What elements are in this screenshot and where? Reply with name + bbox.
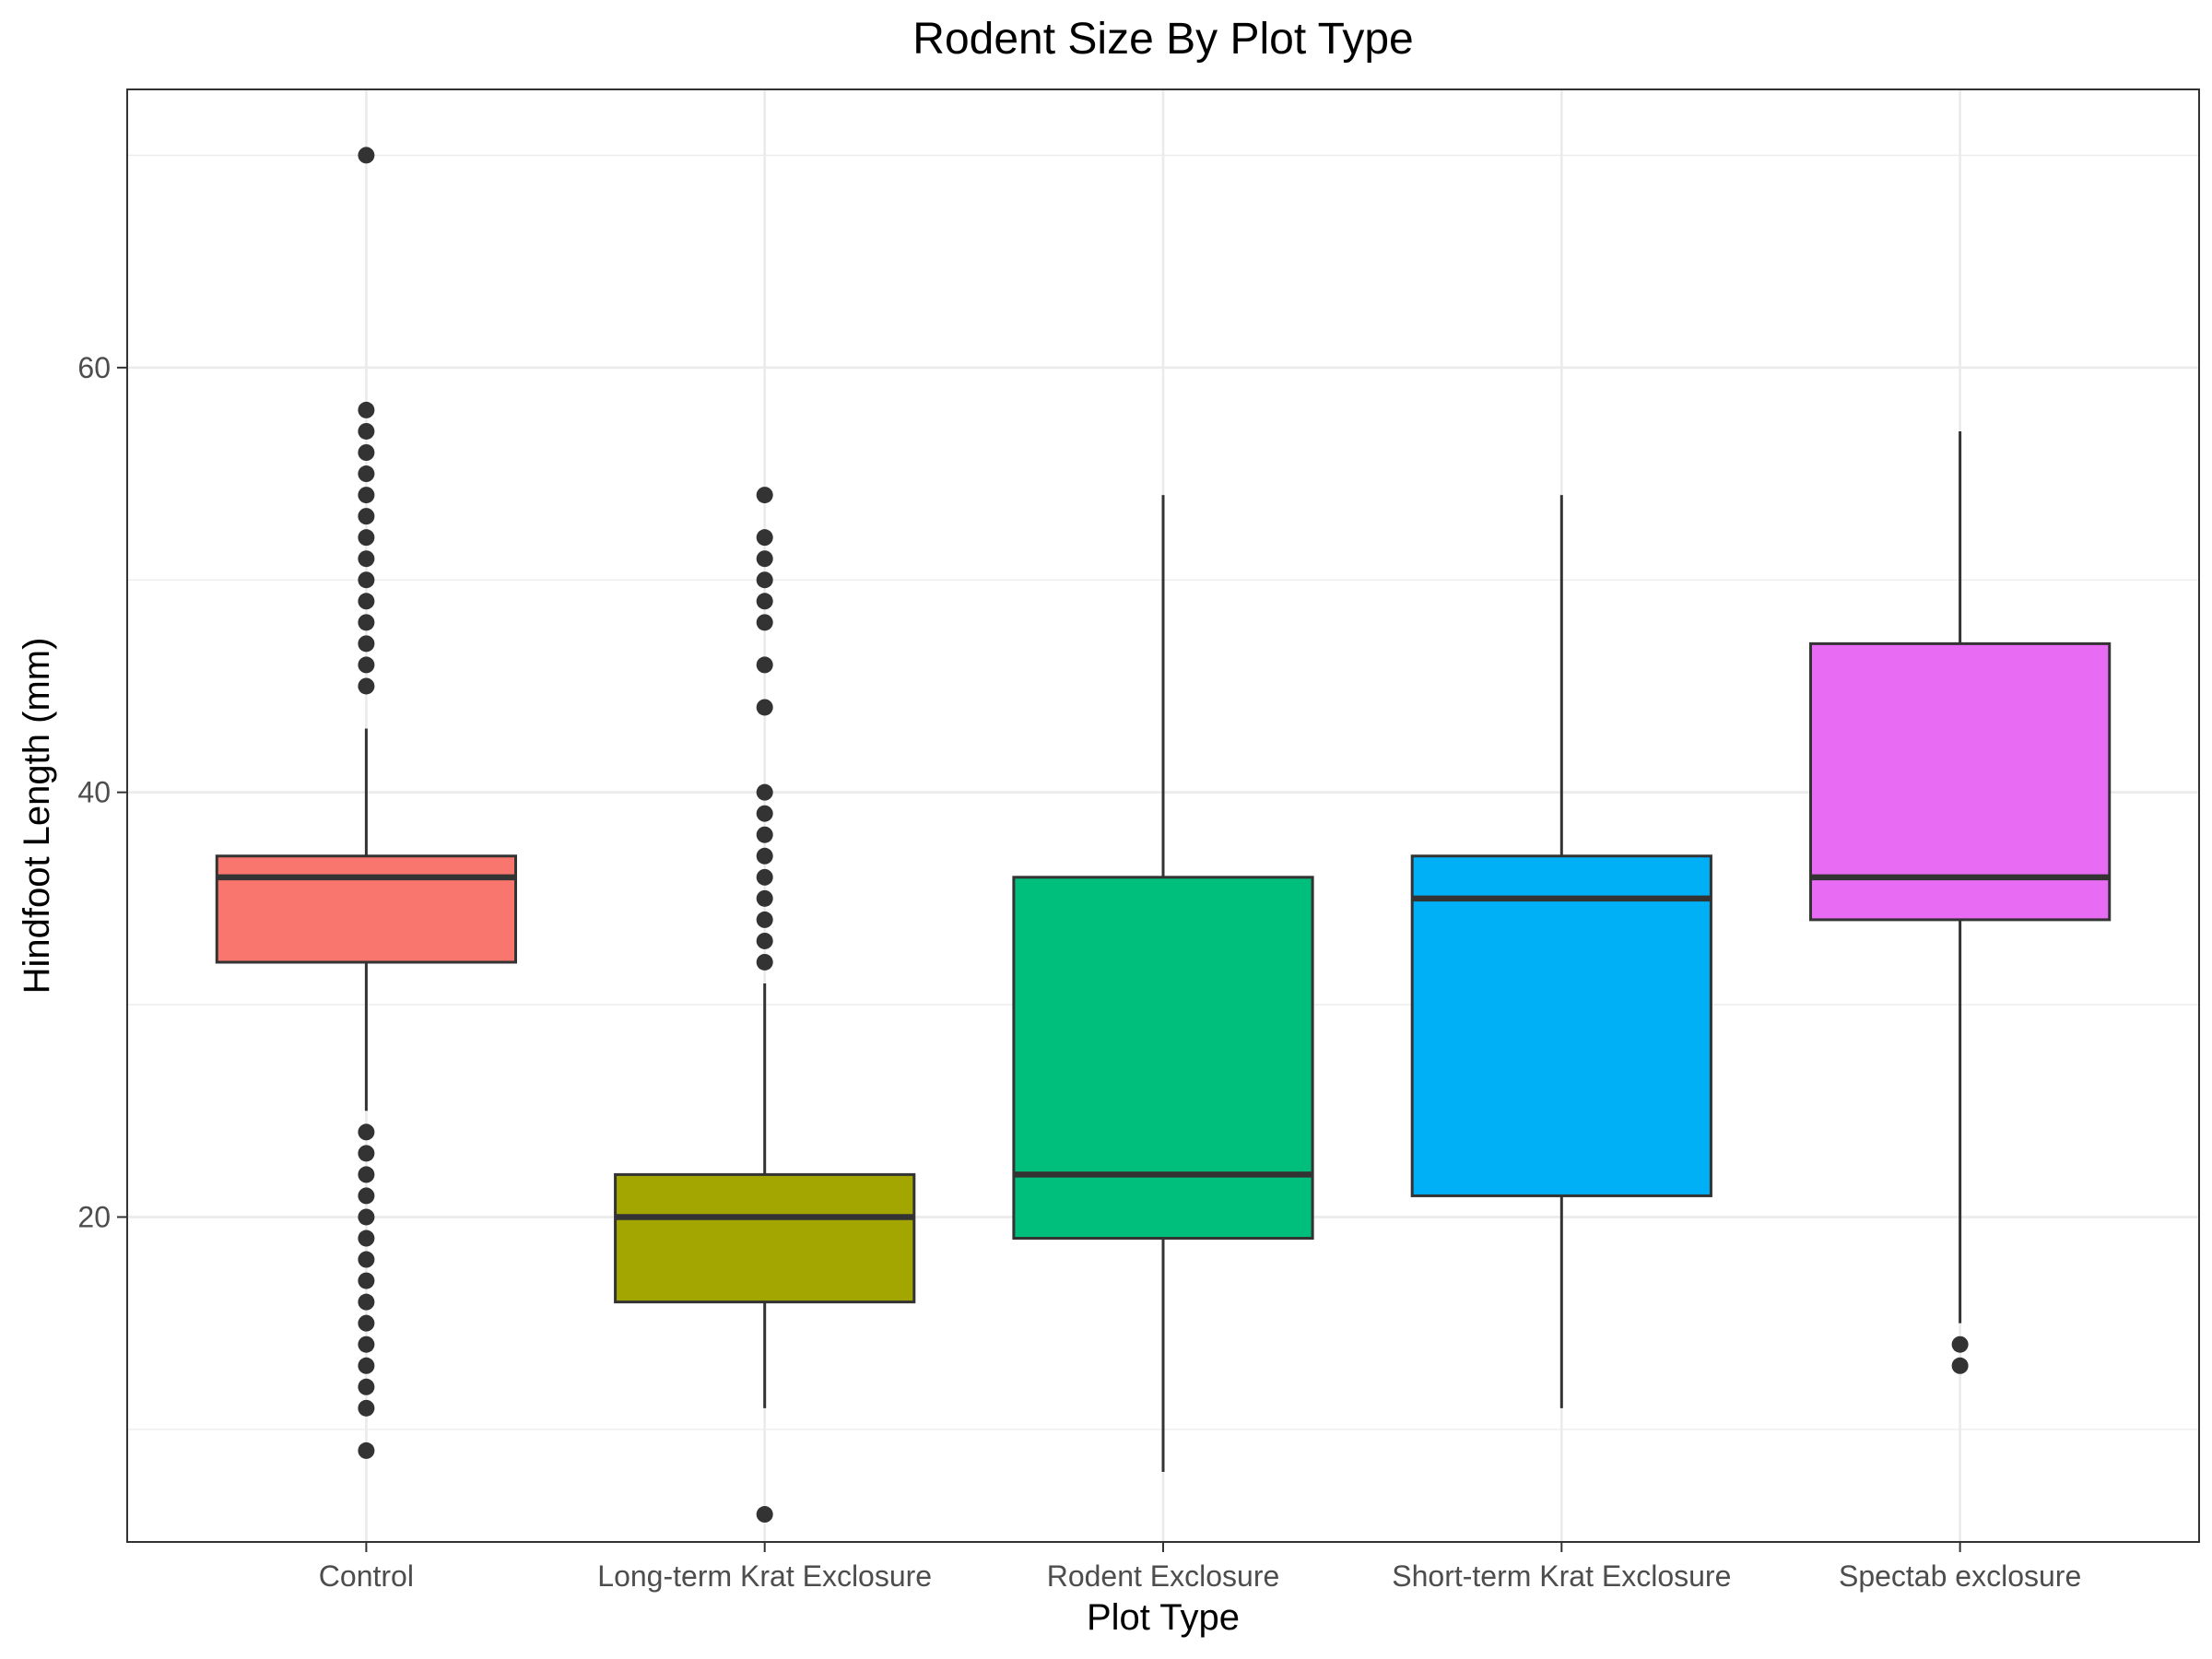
outlier-point xyxy=(756,614,773,631)
outlier-point xyxy=(358,422,375,440)
axis-layer: 20 40 60 Control Long-term Krat Exclosure Rod… xyxy=(77,351,2081,1593)
outlier-point xyxy=(756,1506,773,1524)
outlier-point xyxy=(756,699,773,716)
outlier-point xyxy=(358,1293,375,1311)
y-axis-title: Hindfoot Length (mm) xyxy=(17,638,57,994)
outlier-point xyxy=(358,508,375,525)
box-group xyxy=(1012,495,1314,1472)
x-tick-label: Long-term Krat Exclosure xyxy=(597,1559,932,1593)
outlier-point xyxy=(358,635,375,653)
outlier-point xyxy=(358,593,375,610)
outlier-point xyxy=(756,571,773,589)
box-iqr xyxy=(1809,641,2112,922)
box-iqr xyxy=(1012,876,1314,1241)
x-tick-label: Short-term Krat Exclosure xyxy=(1392,1559,1731,1593)
y-tick-label: 20 xyxy=(77,1200,111,1233)
outlier-point xyxy=(756,953,773,971)
outlier-point xyxy=(358,1335,375,1353)
outlier-point xyxy=(358,656,375,674)
x-tick-label: Control xyxy=(319,1559,414,1593)
outlier-point xyxy=(358,614,375,631)
outlier-point xyxy=(358,1208,375,1226)
box-group xyxy=(614,487,916,1524)
outlier-point xyxy=(358,677,375,695)
outlier-point xyxy=(358,1314,375,1332)
x-tick-label: Rodent Exclosure xyxy=(1047,1559,1280,1593)
outlier-point xyxy=(756,656,773,674)
outlier-point xyxy=(756,932,773,949)
outlier-point xyxy=(756,805,773,822)
outlier-point xyxy=(358,1124,375,1141)
outlier-point xyxy=(756,593,773,610)
outlier-point xyxy=(756,847,773,865)
outlier-point xyxy=(358,1272,375,1289)
box-iqr xyxy=(614,1172,916,1304)
outlier-point xyxy=(756,783,773,801)
outlier-point xyxy=(358,147,375,164)
outlier-point xyxy=(756,911,773,928)
outlier-point xyxy=(358,1378,375,1395)
outlier-point xyxy=(756,487,773,504)
outlier-point xyxy=(358,1399,375,1417)
y-tick-label: 60 xyxy=(77,351,111,384)
x-axis-title: Plot Type xyxy=(1087,1597,1240,1638)
y-tick-label: 40 xyxy=(77,776,111,809)
x-tick-label: Spectab exclosure xyxy=(1839,1559,2081,1593)
outlier-point xyxy=(358,1166,375,1183)
box-iqr xyxy=(1410,854,1712,1197)
outlier-point xyxy=(756,529,773,547)
outlier-point xyxy=(358,529,375,547)
chart-title: Rodent Size By Plot Type xyxy=(912,15,1413,64)
outlier-point xyxy=(756,550,773,568)
outlier-point xyxy=(358,465,375,483)
outlier-point xyxy=(358,1187,375,1205)
outlier-point xyxy=(756,868,773,886)
outlier-point xyxy=(1951,1357,1969,1374)
box-group xyxy=(1410,495,1712,1408)
outlier-point xyxy=(756,826,773,843)
outlier-point xyxy=(358,571,375,589)
box-group xyxy=(1809,430,2112,1374)
outlier-point xyxy=(358,401,375,418)
outlier-point xyxy=(358,1230,375,1247)
outlier-point xyxy=(358,1145,375,1162)
outlier-point xyxy=(358,1441,375,1459)
outlier-point xyxy=(358,444,375,461)
outlier-point xyxy=(358,1357,375,1374)
outlier-point xyxy=(358,550,375,568)
outlier-point xyxy=(1951,1335,1969,1353)
box-group xyxy=(215,147,517,1459)
box-layer xyxy=(215,147,2112,1524)
outlier-point xyxy=(358,487,375,504)
box-iqr xyxy=(215,854,517,964)
outlier-point xyxy=(358,1251,375,1268)
outlier-point xyxy=(756,889,773,907)
